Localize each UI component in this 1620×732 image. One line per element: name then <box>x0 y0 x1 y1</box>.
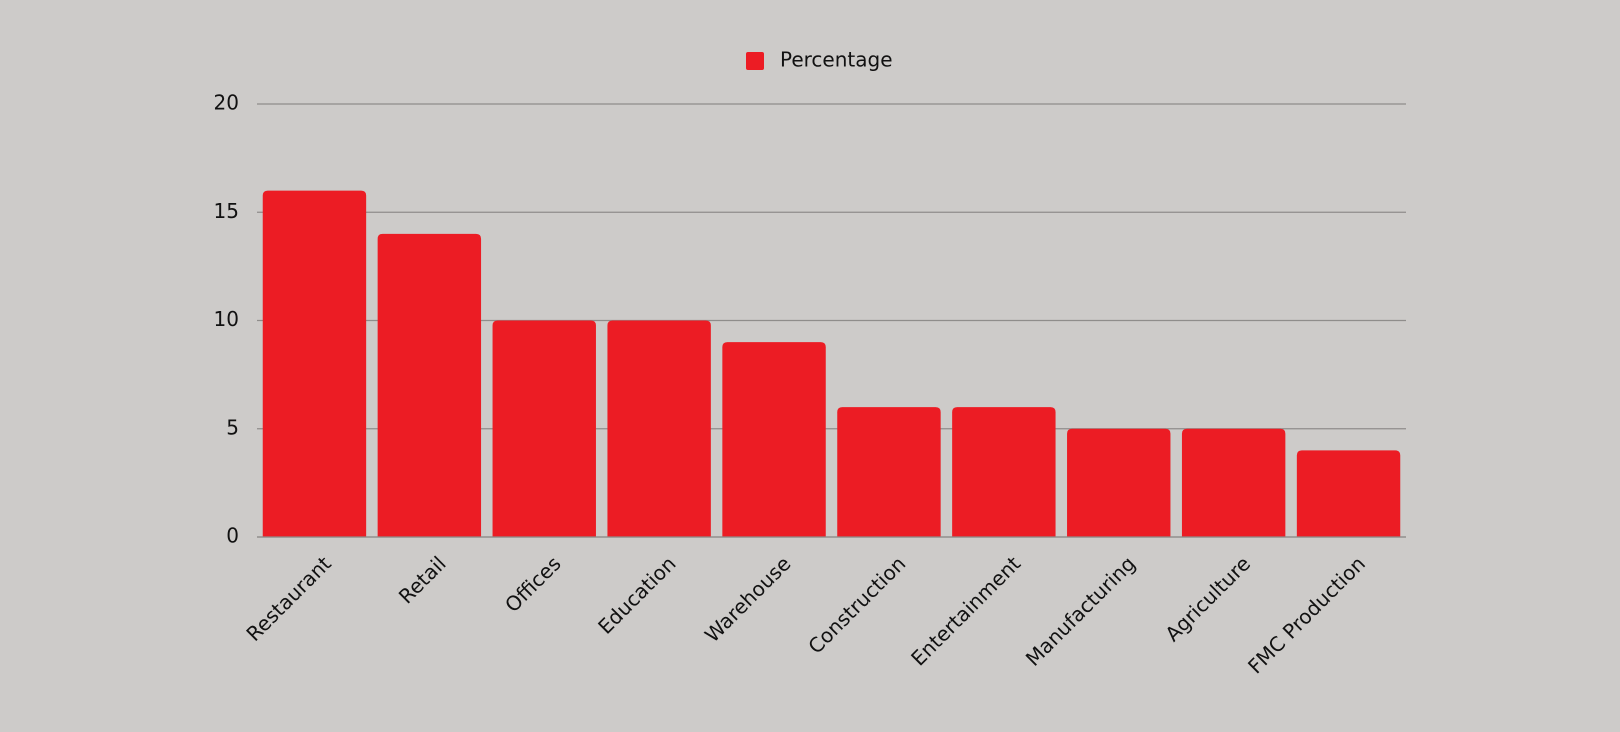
y-tick-label: 10 <box>214 307 239 331</box>
bar <box>607 320 711 537</box>
bar <box>722 342 826 537</box>
bar <box>1296 450 1401 537</box>
legend-label: Percentage <box>780 48 893 72</box>
bar <box>952 407 1056 537</box>
bar <box>262 190 367 537</box>
y-tick-label: 5 <box>226 415 239 439</box>
y-tick-label: 0 <box>226 524 239 548</box>
bar <box>377 233 482 537</box>
bar <box>492 320 596 537</box>
y-tick-label: 15 <box>214 199 239 223</box>
bar <box>1067 428 1171 537</box>
bar <box>837 407 941 537</box>
y-tick-label: 20 <box>214 91 239 115</box>
legend-swatch <box>746 52 764 70</box>
bar <box>1181 428 1286 537</box>
